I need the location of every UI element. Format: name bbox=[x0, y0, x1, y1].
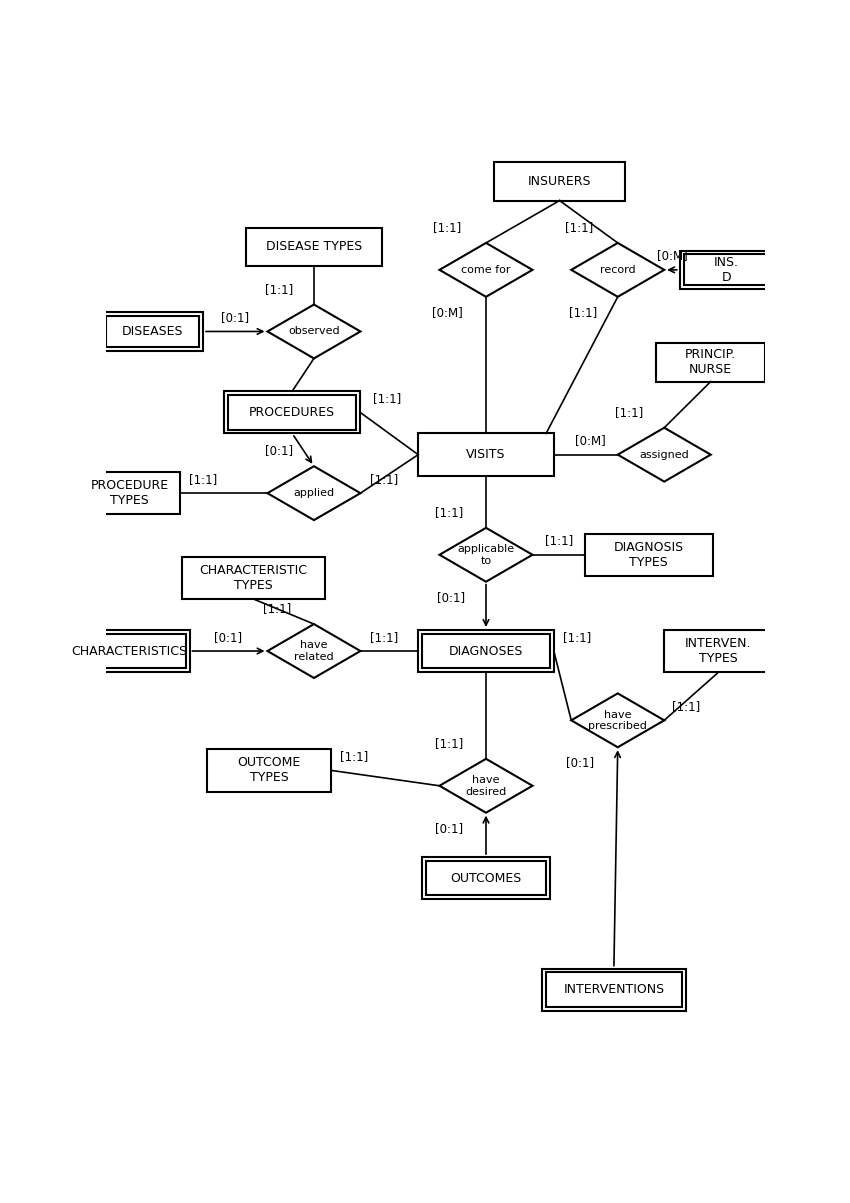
Text: [1:1]: [1:1] bbox=[569, 306, 597, 319]
Bar bbox=[585, 534, 712, 576]
Polygon shape bbox=[439, 759, 532, 813]
Text: DIAGNOSES: DIAGNOSES bbox=[449, 645, 524, 658]
Bar bbox=[182, 557, 326, 599]
Bar bbox=[422, 634, 550, 669]
Text: [0:1]: [0:1] bbox=[437, 591, 465, 604]
Text: VISITS: VISITS bbox=[467, 449, 506, 461]
Text: applicable
to: applicable to bbox=[457, 544, 514, 565]
Text: OUTCOMES: OUTCOMES bbox=[450, 872, 522, 884]
Text: [1:1]: [1:1] bbox=[340, 749, 368, 763]
Text: [1:1]: [1:1] bbox=[373, 392, 401, 405]
Text: observed: observed bbox=[288, 326, 340, 337]
Text: [1:1]: [1:1] bbox=[545, 534, 573, 547]
Text: record: record bbox=[600, 265, 636, 274]
Text: [0:1]: [0:1] bbox=[214, 630, 242, 644]
Text: PROCEDURE
TYPES: PROCEDURE TYPES bbox=[90, 479, 168, 508]
Bar bbox=[422, 857, 550, 900]
Text: DISEASES: DISEASES bbox=[122, 325, 184, 338]
Text: [0:1]: [0:1] bbox=[434, 822, 463, 835]
Text: have
related: have related bbox=[294, 640, 334, 662]
Polygon shape bbox=[268, 624, 360, 678]
Bar bbox=[418, 630, 554, 672]
Text: CHARACTERISTIC
TYPES: CHARACTERISTIC TYPES bbox=[200, 564, 308, 592]
Text: [1:1]: [1:1] bbox=[370, 473, 398, 486]
Bar bbox=[102, 313, 203, 351]
Text: DISEASE TYPES: DISEASE TYPES bbox=[266, 241, 362, 254]
Bar bbox=[680, 250, 773, 289]
Bar bbox=[229, 395, 356, 429]
Text: [0:M]: [0:M] bbox=[656, 249, 688, 262]
Text: [1:1]: [1:1] bbox=[434, 737, 463, 749]
Bar bbox=[426, 861, 546, 895]
Text: applied: applied bbox=[293, 488, 335, 498]
Bar bbox=[656, 343, 765, 381]
Bar bbox=[73, 634, 185, 669]
Bar bbox=[494, 162, 626, 201]
Polygon shape bbox=[439, 528, 532, 582]
Bar bbox=[246, 227, 382, 266]
Text: [1:1]: [1:1] bbox=[265, 283, 293, 296]
Text: come for: come for bbox=[462, 265, 511, 274]
Bar bbox=[207, 749, 331, 792]
Polygon shape bbox=[618, 428, 711, 481]
Text: INTERVEN.
TYPES: INTERVEN. TYPES bbox=[685, 638, 751, 665]
Bar bbox=[224, 391, 360, 433]
Text: PROCEDURES: PROCEDURES bbox=[249, 405, 335, 419]
Text: [0:1]: [0:1] bbox=[566, 757, 595, 769]
Bar bbox=[546, 972, 682, 1007]
Text: [1:1]: [1:1] bbox=[370, 630, 398, 644]
Polygon shape bbox=[268, 304, 360, 358]
Polygon shape bbox=[439, 243, 532, 297]
Text: [1:1]: [1:1] bbox=[263, 603, 291, 615]
Text: INSURERS: INSURERS bbox=[528, 174, 592, 188]
Text: [1:1]: [1:1] bbox=[672, 700, 700, 713]
Text: [1:1]: [1:1] bbox=[615, 405, 643, 419]
Polygon shape bbox=[571, 693, 664, 747]
Bar bbox=[70, 630, 190, 672]
Polygon shape bbox=[571, 243, 664, 297]
Bar bbox=[106, 316, 199, 346]
Text: assigned: assigned bbox=[639, 450, 689, 460]
Polygon shape bbox=[268, 467, 360, 520]
Bar bbox=[79, 472, 180, 515]
Bar bbox=[664, 630, 773, 672]
Text: CHARACTERISTICS: CHARACTERISTICS bbox=[71, 645, 188, 658]
Text: INS.
D: INS. D bbox=[714, 256, 739, 284]
Text: have
prescribed: have prescribed bbox=[588, 710, 647, 731]
Text: INTERVENTIONS: INTERVENTIONS bbox=[564, 983, 665, 996]
Bar bbox=[542, 968, 686, 1011]
Text: [0:M]: [0:M] bbox=[432, 306, 462, 319]
Text: [0:1]: [0:1] bbox=[265, 444, 293, 457]
Bar bbox=[418, 433, 554, 476]
Text: [1:1]: [1:1] bbox=[565, 221, 593, 235]
Text: have
desired: have desired bbox=[465, 775, 507, 796]
Text: [1:1]: [1:1] bbox=[189, 473, 218, 486]
Text: DIAGNOSIS
TYPES: DIAGNOSIS TYPES bbox=[614, 541, 683, 569]
Text: [0:M]: [0:M] bbox=[575, 434, 606, 448]
Bar bbox=[683, 255, 769, 285]
Text: [1:1]: [1:1] bbox=[563, 630, 592, 644]
Text: [1:1]: [1:1] bbox=[434, 506, 463, 518]
Text: [1:1]: [1:1] bbox=[434, 221, 462, 235]
Text: [0:1]: [0:1] bbox=[221, 312, 249, 324]
Text: PRINCIP.
NURSE: PRINCIP. NURSE bbox=[685, 349, 736, 377]
Text: OUTCOME
TYPES: OUTCOME TYPES bbox=[237, 757, 301, 784]
